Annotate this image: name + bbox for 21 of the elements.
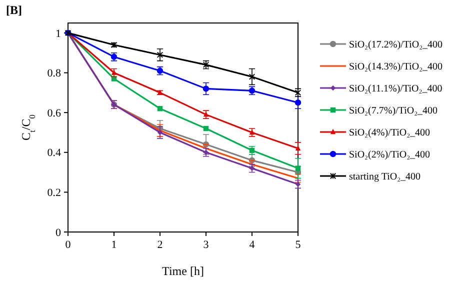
x-tick-label: 4 xyxy=(249,239,256,251)
legend-label: SiO₂(7.7%)/TiO₂_400 xyxy=(349,106,438,116)
chart-title: [B] xyxy=(6,3,22,17)
legend-label: SiO₂(17.2%)/TiO₂_400 xyxy=(349,40,443,50)
x-tick-label: 1 xyxy=(111,239,117,251)
y-tick-label: 0.2 xyxy=(47,187,61,200)
x-tick-label: 5 xyxy=(295,239,302,251)
y-tick-label: 0.6 xyxy=(47,107,62,120)
y-tick-label: 1 xyxy=(56,28,61,40)
x-tick-label: 0 xyxy=(65,239,72,251)
y-tick-label: 0.4 xyxy=(47,147,62,160)
y-tick-label: 0 xyxy=(56,226,62,239)
legend-label: SiO₂(4%)/TiO₂_400 xyxy=(349,128,430,138)
x-tick-label: 2 xyxy=(157,239,163,251)
legend-label: SiO₂(11.1%)/TiO₂_400 xyxy=(349,84,442,94)
legend-label: SiO₂(2%)/TiO₂_400 xyxy=(349,150,430,160)
y-tick-label: 0.8 xyxy=(47,68,62,80)
x-tick-label: 3 xyxy=(203,239,210,251)
legend-label: SiO₂(14.3%)/TiO₂_400 xyxy=(349,62,443,72)
x-axis-title: Time [h] xyxy=(162,264,204,278)
legend-label: starting TiO₂_400 xyxy=(349,172,421,182)
